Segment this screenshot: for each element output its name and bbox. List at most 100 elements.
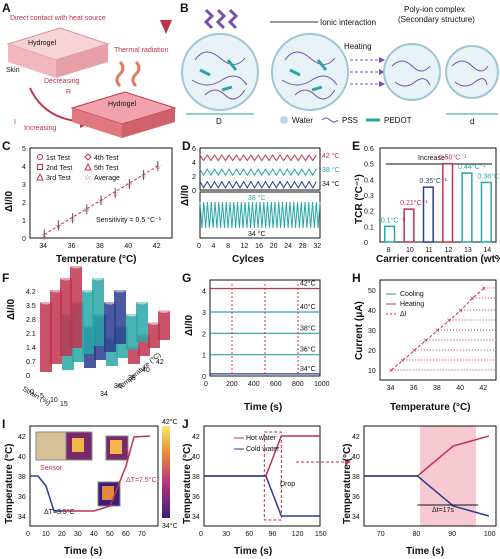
y-tick-label: 0 bbox=[22, 236, 26, 243]
lightning-icon bbox=[215, 8, 227, 30]
y-tick-label: 3 bbox=[202, 310, 206, 317]
x-tick-label: 60 bbox=[122, 531, 130, 538]
pedot-segments bbox=[199, 59, 238, 92]
lightning-icon bbox=[203, 8, 215, 30]
series-line bbox=[199, 154, 317, 162]
y-tick-label: 0 bbox=[192, 188, 196, 195]
bar bbox=[60, 278, 72, 356]
x-tick-label: 15 bbox=[60, 401, 68, 408]
data-point: ☆ bbox=[112, 189, 119, 198]
data-point: × bbox=[423, 336, 428, 345]
x-tick-label: 30 bbox=[74, 531, 82, 538]
data-point: × bbox=[470, 294, 475, 303]
panel-g: G 0 200 400 600 800 1000 0 1 2 3 4 42°C 40°C 38°C 36°C… bbox=[182, 271, 330, 413]
x-tick-label: 34 bbox=[39, 243, 47, 250]
bar-top bbox=[40, 299, 52, 305]
series-label: 40°C bbox=[300, 303, 316, 311]
y-tick-label: 3 bbox=[22, 182, 26, 189]
y-tick-label: 2.1 bbox=[26, 331, 36, 338]
hydrogel-bottom-side bbox=[72, 108, 122, 138]
legend-marker-icon bbox=[37, 164, 43, 170]
x-tick-label: 12 bbox=[445, 247, 453, 254]
plot-frame bbox=[209, 279, 321, 377]
series-label: 42°C bbox=[300, 280, 316, 288]
y-tick-label: 6 bbox=[192, 146, 196, 153]
ionic-interaction-text: Ionic interaction bbox=[320, 18, 376, 27]
y-tick-label: 4 bbox=[22, 164, 26, 171]
pss-chains bbox=[451, 60, 489, 87]
y-tick-label: 34 bbox=[18, 514, 26, 521]
skin-bottom-text: Skin bbox=[150, 129, 164, 136]
secondary-structure-text: (Secondary structure) bbox=[398, 15, 475, 24]
x-tick-label: 0 bbox=[199, 531, 203, 538]
data-label: 0.1°C⁻¹ bbox=[381, 216, 405, 224]
bar bbox=[136, 302, 148, 342]
thermal-hotspot bbox=[72, 438, 84, 452]
bar bbox=[40, 302, 52, 372]
y-tick-label: 38 bbox=[18, 474, 26, 481]
j-marks: 0 30 60 90 120 150 34 36 38 40 42 70 80 90 100 34 36 38 40… bbox=[192, 431, 496, 538]
plot-frame bbox=[29, 147, 173, 239]
pss-chains bbox=[281, 51, 338, 100]
plot-frame-bottom bbox=[199, 191, 321, 239]
series-line bbox=[364, 475, 490, 517]
z-tick-label: 38 bbox=[128, 375, 136, 382]
d-ylabel: ΔI/I0 bbox=[180, 184, 191, 206]
y-tick-label: 10 bbox=[368, 368, 376, 375]
y-tick-label: 2 bbox=[22, 200, 26, 207]
data-label: 0.35°C⁻¹ bbox=[420, 177, 448, 185]
panel-c-label: C bbox=[2, 139, 11, 153]
wavy-arrow-icon bbox=[115, 60, 125, 88]
e-marks: 0 0.1 0.2 0.3 0.4 0.5 0.6 8 0.1°C⁻¹ 10 0.21°C⁻¹ 11 0… bbox=[364, 146, 500, 254]
x-tick-label: 800 bbox=[292, 381, 304, 388]
z-tick-label: 42 bbox=[156, 359, 164, 366]
plot-frame bbox=[379, 147, 497, 243]
d-b34: 34 °C bbox=[248, 230, 266, 238]
y-tick-label: 36 bbox=[18, 494, 26, 501]
dt2-text: ΔT=3.5°C bbox=[44, 508, 75, 516]
series-label: 36°C bbox=[300, 346, 316, 354]
y-tick-label: 50 bbox=[368, 288, 376, 295]
hydrogel-bottom-text: Hydrogel bbox=[108, 101, 136, 108]
x-tick-label: 32 bbox=[313, 243, 321, 250]
d-t34: 34 °C bbox=[322, 180, 340, 188]
hydrogel-sphere-4 bbox=[445, 45, 499, 99]
x-tick-label: 20 bbox=[270, 243, 278, 250]
i-marks: 0 10 20 30 40 50 60 70 34 36 38 40 42 bbox=[18, 434, 151, 538]
decreasing-text: Decreasing bbox=[44, 78, 80, 85]
y-tick-label: 3.5 bbox=[26, 303, 36, 310]
x-tick-label: 40 bbox=[456, 385, 464, 392]
x-tick-label: 0 bbox=[26, 531, 30, 538]
x-tick-label: 50 bbox=[106, 531, 114, 538]
d-t38: 38 °C bbox=[322, 166, 340, 174]
x-tick-label: 30 bbox=[222, 531, 230, 538]
x-tick-label: 90 bbox=[448, 531, 456, 538]
data-point: ☆ bbox=[98, 196, 105, 205]
x-tick-label: 34 bbox=[387, 385, 395, 392]
data-point: × bbox=[458, 306, 463, 315]
data-point: ☆ bbox=[55, 221, 62, 230]
series-label: 38°C bbox=[300, 324, 316, 332]
c-legend-4: 4th Test bbox=[94, 155, 118, 162]
y-tick-label: 2 bbox=[202, 331, 206, 338]
x-tick-label: 10 bbox=[50, 397, 58, 404]
y-tick-label: 0.6 bbox=[364, 146, 374, 153]
j2-xlabel: Time (s) bbox=[406, 546, 444, 557]
sensitivity-text: Sensitivity = 0.5 °C⁻¹ bbox=[96, 216, 162, 224]
legend-marker-icon bbox=[84, 162, 92, 171]
y-tick-label: 0 bbox=[202, 374, 206, 381]
x-tick-label: 120 bbox=[292, 531, 304, 538]
j-legend-1: Hot water bbox=[246, 435, 277, 442]
bar bbox=[128, 346, 140, 364]
y-tick-label: 0.1 bbox=[364, 224, 374, 231]
x-tick-label: 70 bbox=[377, 531, 385, 538]
x-tick-label: 4 bbox=[212, 243, 216, 250]
zoom-box bbox=[263, 431, 282, 521]
x-tick-label: 0 bbox=[30, 389, 34, 396]
data-label: 0.38°C⁻¹ bbox=[478, 172, 500, 180]
legend-marker-icon bbox=[36, 172, 44, 181]
drop-text: Drop bbox=[280, 481, 295, 488]
x-tick-label: 38 bbox=[96, 243, 104, 250]
bar bbox=[403, 208, 415, 243]
